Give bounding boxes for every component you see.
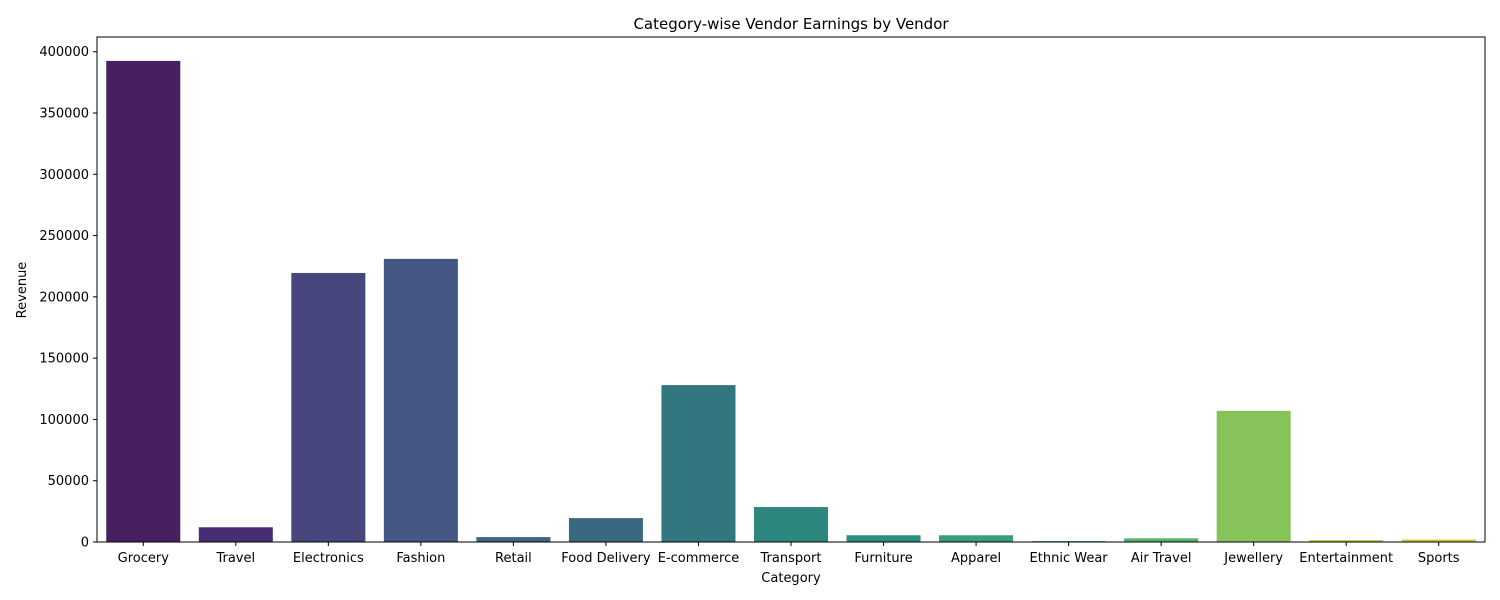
x-tick-label: Travel: [215, 551, 255, 566]
plot-frame: [96, 36, 1486, 543]
bar-electronics: [291, 272, 366, 542]
x-tick-label: Food Delivery: [561, 551, 651, 566]
bar-food-delivery: [568, 518, 643, 542]
y-tick-label: 50000: [48, 474, 89, 489]
y-tick-label: 100000: [39, 413, 89, 428]
x-axis-label: Category: [761, 571, 821, 586]
bar-jewellery: [1216, 410, 1291, 542]
y-tick-label: 400000: [39, 45, 89, 60]
x-tick-label: Retail: [495, 551, 532, 566]
x-tick-label: Electronics: [293, 551, 364, 566]
chart-title: Category-wise Vendor Earnings by Vendor: [633, 15, 949, 33]
bar-furniture: [846, 535, 921, 542]
y-tick-label: 250000: [39, 229, 89, 244]
x-tick-label: Entertainment: [1299, 551, 1393, 566]
y-axis: 0 50000 100000 150000 200000 250000 300000 3500…: [39, 45, 97, 551]
bar-apparel: [939, 535, 1014, 542]
bar-travel: [198, 527, 273, 542]
x-axis: Grocery Travel Electronics Fashion Retail Foo…: [118, 542, 1460, 566]
x-tick-label: Grocery: [118, 551, 170, 566]
y-tick-label: 150000: [39, 352, 89, 367]
x-tick-label: Fashion: [396, 551, 445, 566]
bar-e-commerce: [661, 385, 736, 542]
y-tick-label: 350000: [39, 106, 89, 121]
y-tick-label: 300000: [39, 168, 89, 183]
x-tick-label: Apparel: [951, 551, 1001, 566]
bars: [106, 60, 1476, 542]
bar-grocery: [106, 60, 181, 542]
y-tick-label: 200000: [39, 290, 89, 305]
x-tick-label: E-commerce: [658, 551, 740, 566]
y-axis-label: Revenue: [15, 262, 30, 319]
x-tick-label: Transport: [759, 551, 821, 566]
x-tick-label: Air Travel: [1131, 551, 1192, 566]
y-tick-label: 0: [81, 536, 89, 551]
x-tick-label: Ethnic Wear: [1030, 551, 1109, 566]
bar-air-travel: [1124, 538, 1199, 542]
bar-entertainment: [1309, 540, 1384, 542]
x-tick-label: Furniture: [854, 551, 912, 566]
bar-sports: [1401, 539, 1476, 542]
bar-fashion: [383, 258, 458, 542]
x-tick-label: Sports: [1418, 551, 1460, 566]
bar-transport: [753, 507, 829, 542]
x-tick-label: Jewellery: [1223, 551, 1283, 566]
bar-retail: [476, 537, 551, 542]
